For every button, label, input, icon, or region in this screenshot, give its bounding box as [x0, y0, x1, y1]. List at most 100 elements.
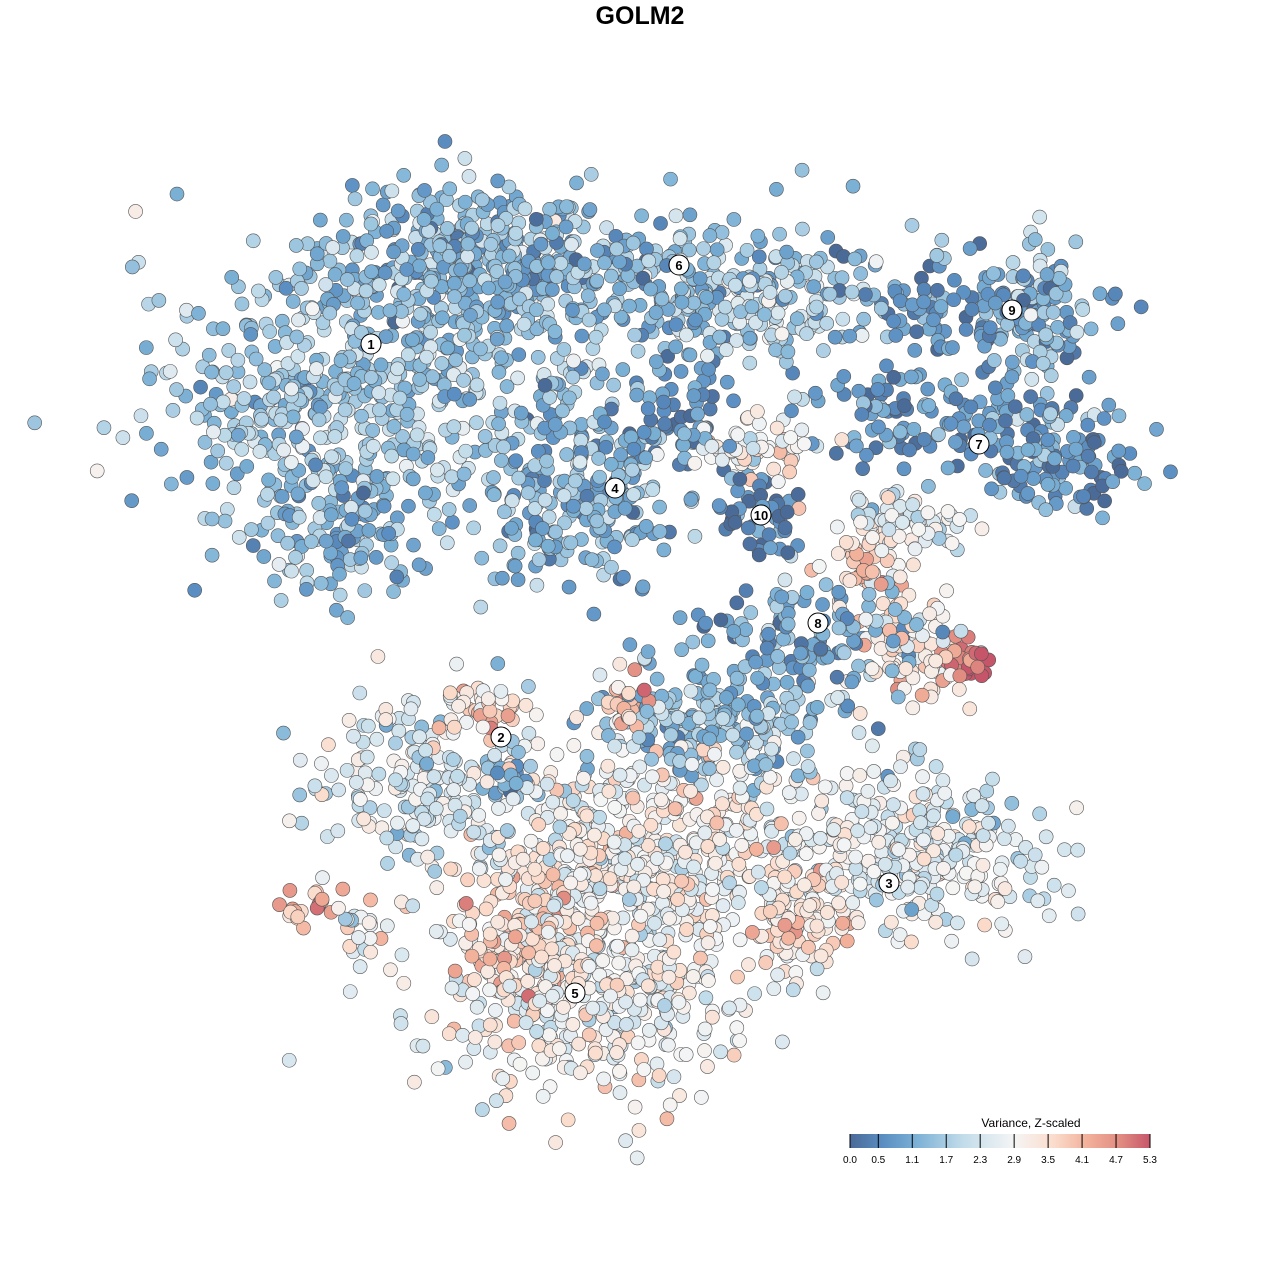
data-point	[904, 369, 919, 385]
data-point	[725, 727, 741, 743]
data-point	[663, 171, 678, 187]
data-point	[853, 266, 868, 281]
data-point	[477, 429, 493, 444]
data-point	[939, 583, 954, 599]
data-point	[467, 1030, 483, 1045]
data-point	[679, 327, 694, 343]
data-point	[795, 221, 810, 237]
data-point	[596, 1071, 611, 1087]
data-point	[487, 748, 502, 763]
cluster-label-text: 10	[754, 508, 768, 523]
data-point	[204, 364, 219, 380]
data-point	[383, 962, 398, 978]
data-point	[492, 395, 508, 411]
data-point	[958, 322, 974, 337]
data-point	[124, 493, 139, 508]
data-point	[906, 421, 922, 437]
data-point	[425, 369, 440, 385]
data-point	[418, 743, 433, 758]
data-point	[758, 757, 774, 773]
data-point	[289, 429, 304, 445]
data-point	[626, 879, 642, 895]
data-point	[920, 505, 936, 521]
data-point	[709, 815, 725, 831]
data-point	[434, 356, 450, 371]
data-point	[644, 751, 659, 767]
data-point	[622, 637, 638, 653]
data-point	[595, 953, 611, 968]
data-point	[929, 886, 945, 902]
data-point	[465, 986, 481, 1002]
data-point	[888, 328, 904, 343]
data-point	[909, 324, 924, 339]
data-point	[508, 225, 524, 241]
cluster-label-text: 8	[814, 616, 821, 631]
data-point	[530, 736, 546, 752]
data-point	[587, 827, 602, 843]
data-point	[352, 685, 368, 701]
data-point	[871, 834, 887, 850]
data-point	[349, 775, 364, 790]
data-point	[446, 752, 461, 767]
data-point	[856, 311, 871, 327]
data-point	[770, 967, 785, 983]
data-point	[443, 861, 459, 877]
data-point	[441, 502, 457, 517]
data-point	[752, 416, 767, 432]
data-point	[1127, 465, 1143, 481]
data-point	[622, 892, 637, 907]
data-point	[455, 1027, 470, 1043]
data-point	[592, 667, 608, 683]
data-point	[813, 641, 829, 657]
data-point	[891, 842, 906, 857]
data-point	[1038, 829, 1054, 845]
data-point	[357, 583, 373, 598]
data-point	[607, 539, 622, 555]
data-point	[542, 202, 557, 217]
data-point	[770, 305, 786, 321]
data-point	[743, 605, 759, 620]
data-point	[859, 447, 874, 463]
data-point	[694, 1090, 709, 1105]
data-point	[359, 749, 375, 765]
data-point	[549, 747, 565, 762]
data-point	[1163, 464, 1178, 480]
data-point	[457, 151, 473, 166]
data-point	[243, 327, 259, 342]
data-point	[808, 385, 823, 401]
data-point	[447, 963, 463, 979]
data-point	[926, 312, 941, 328]
data-point	[1030, 893, 1046, 909]
data-point	[490, 173, 506, 189]
cluster-label-6: 6	[668, 254, 690, 276]
cluster-label-text: 6	[675, 258, 682, 273]
data-point	[420, 849, 436, 865]
data-point	[844, 284, 860, 300]
data-point	[1080, 448, 1096, 464]
data-point	[869, 892, 884, 908]
data-point	[350, 295, 365, 311]
data-point	[332, 566, 347, 582]
data-point	[282, 883, 298, 898]
data-point	[201, 347, 217, 363]
data-point	[366, 438, 381, 454]
data-point	[495, 1071, 511, 1086]
data-point	[466, 520, 481, 536]
data-point	[682, 347, 698, 363]
data-point	[463, 308, 478, 323]
cluster-label-1: 1	[360, 333, 382, 355]
data-point	[274, 489, 290, 504]
data-point	[165, 403, 181, 418]
data-point	[456, 373, 471, 388]
data-point	[445, 514, 460, 530]
cluster-label-2: 2	[490, 726, 512, 748]
data-point	[396, 167, 412, 183]
data-point	[809, 918, 825, 934]
data-point	[266, 389, 281, 405]
data-point	[892, 569, 908, 585]
data-point	[529, 302, 544, 318]
data-point	[845, 895, 861, 911]
data-point	[809, 254, 824, 270]
data-point	[474, 192, 490, 208]
data-point	[252, 444, 268, 459]
